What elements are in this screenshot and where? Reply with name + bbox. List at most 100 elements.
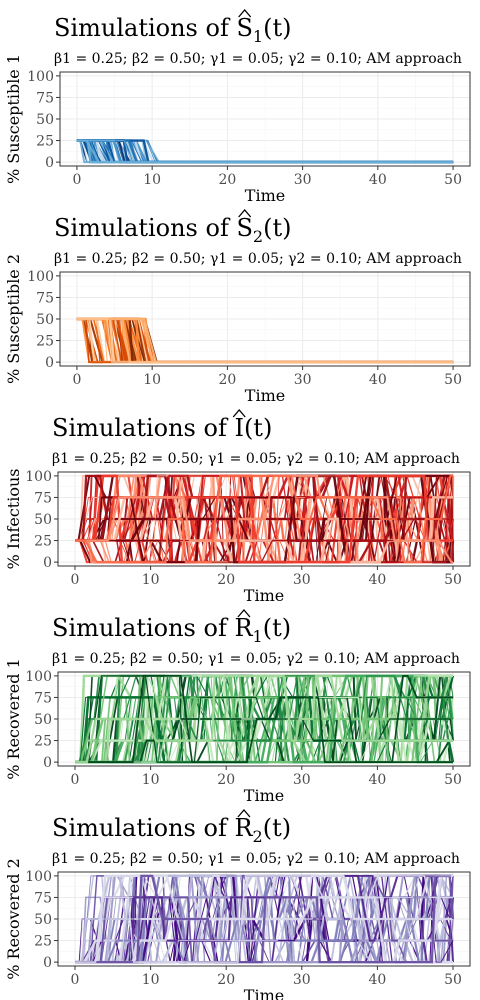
- title-prefix: Simulations of: [54, 14, 236, 42]
- title-suffix: (t): [263, 814, 291, 842]
- series-lines: [75, 874, 455, 964]
- chart-title: Simulations of R2(t): [52, 814, 291, 846]
- y-tick-label: 0: [43, 955, 52, 971]
- title-prefix: Simulations of: [52, 814, 234, 842]
- x-tick-label: 20: [217, 972, 235, 988]
- x-tick-label: 50: [444, 372, 462, 388]
- x-tick-label: 10: [143, 372, 161, 388]
- simulation-path: [75, 674, 453, 764]
- series-lines: [76, 317, 454, 364]
- simulation-path: [75, 874, 453, 964]
- x-tick-label: 40: [368, 972, 386, 988]
- x-tick-label: 30: [293, 972, 311, 988]
- title-hat-mark: [238, 9, 252, 18]
- y-tick-label: 25: [34, 534, 52, 550]
- y-tick-label: 50: [34, 712, 52, 728]
- y-tick-label: 100: [25, 469, 52, 485]
- chart-title: Simulations of S2(t): [54, 214, 291, 246]
- x-axis-label: Time: [245, 186, 285, 205]
- x-tick-label: 30: [294, 372, 312, 388]
- simulation-path: [75, 675, 453, 763]
- y-tick-label: 100: [25, 869, 52, 885]
- y-tick-label: 100: [27, 69, 54, 85]
- y-tick-label: 100: [25, 669, 52, 685]
- x-tick-label: 10: [142, 772, 160, 788]
- x-tick-label: 10: [143, 172, 161, 188]
- chart-title: Simulations of R1(t): [52, 614, 291, 646]
- x-tick-label: 40: [369, 172, 387, 188]
- title-subscript: 1: [253, 627, 263, 646]
- title-hat-mark: [237, 609, 251, 618]
- x-axis-label: Time: [244, 586, 284, 605]
- simulation-path: [75, 874, 453, 964]
- simulation-path: [75, 675, 453, 763]
- x-tick-label: 40: [368, 772, 386, 788]
- x-tick-label: 20: [217, 772, 235, 788]
- y-tick-label: 0: [45, 355, 54, 371]
- title-suffix: (t): [244, 414, 272, 442]
- y-tick-label: 0: [45, 155, 54, 171]
- x-tick-label: 0: [72, 372, 81, 388]
- y-tick-label: 75: [34, 690, 52, 706]
- x-axis-label: Time: [244, 786, 284, 805]
- simulation-path: [76, 140, 454, 163]
- x-tick-label: 20: [217, 572, 235, 588]
- y-tick-label: 25: [36, 334, 54, 350]
- simulation-path: [75, 874, 455, 964]
- chart-panel-5: Simulations of R2(t) β1 = 0.25; β2 = 0.50…: [4, 809, 471, 1000]
- chart-subtitle: β1 = 0.25; β2 = 0.50; γ1 = 0.05; γ2 = 0.…: [52, 851, 460, 867]
- y-axis-label: % Infectious: [4, 469, 23, 570]
- x-tick-label: 0: [71, 972, 80, 988]
- y-tick-label: 100: [27, 269, 54, 285]
- simulation-path: [75, 875, 453, 963]
- chart-title: Simulations of S1(t): [54, 14, 291, 46]
- x-tick-label: 50: [444, 772, 462, 788]
- y-tick-label: 75: [36, 290, 54, 306]
- chart-panel-3: Simulations of I(t) β1 = 0.25; β2 = 0.50;…: [4, 409, 471, 605]
- chart-subtitle: β1 = 0.25; β2 = 0.50; γ1 = 0.05; γ2 = 0.…: [52, 651, 460, 667]
- y-tick-label: 50: [34, 912, 52, 928]
- series-lines: [75, 674, 455, 764]
- simulation-path: [75, 474, 453, 564]
- title-hat-mark: [237, 809, 251, 818]
- simulation-path: [75, 474, 453, 564]
- x-tick-label: 50: [444, 572, 462, 588]
- simulation-path: [75, 496, 453, 564]
- title-variable: S: [236, 214, 252, 242]
- title-variable: R: [234, 814, 253, 842]
- simulation-path: [75, 875, 453, 963]
- y-tick-label: 25: [36, 134, 54, 150]
- x-tick-label: 50: [444, 172, 462, 188]
- title-suffix: (t): [263, 614, 291, 642]
- x-tick-label: 30: [293, 772, 311, 788]
- x-tick-label: 20: [218, 172, 236, 188]
- y-tick-label: 25: [34, 934, 52, 950]
- simulation-path: [76, 318, 454, 363]
- y-tick-label: 25: [34, 734, 52, 750]
- simulation-path: [75, 874, 453, 964]
- series-lines: [76, 139, 454, 164]
- simulation-path: [75, 875, 453, 963]
- y-tick-label: 50: [34, 512, 52, 528]
- x-tick-label: 0: [72, 172, 81, 188]
- x-tick-label: 40: [369, 372, 387, 388]
- title-prefix: Simulations of: [54, 214, 236, 242]
- simulation-path: [75, 874, 453, 964]
- x-tick-label: 20: [218, 372, 236, 388]
- y-tick-label: 75: [36, 90, 54, 106]
- title-subscript: 2: [253, 227, 263, 246]
- x-tick-label: 0: [71, 772, 80, 788]
- title-variable: I: [234, 414, 243, 442]
- y-axis-label: % Susceptible 2: [4, 254, 23, 384]
- chart-subtitle: β1 = 0.25; β2 = 0.50; γ1 = 0.05; γ2 = 0.…: [54, 251, 462, 267]
- y-axis-label: % Recovered 1: [4, 658, 23, 780]
- title-hat-mark: [238, 209, 252, 218]
- simulation-path: [75, 675, 454, 763]
- chart-panel-1: Simulations of S1(t) β1 = 0.25; β2 = 0.50…: [4, 9, 471, 205]
- x-tick-label: 10: [142, 972, 160, 988]
- chart-subtitle: β1 = 0.25; β2 = 0.50; γ1 = 0.05; γ2 = 0.…: [52, 451, 460, 467]
- x-axis-label: Time: [244, 986, 284, 1000]
- y-tick-label: 0: [43, 555, 52, 571]
- title-subscript: 1: [253, 27, 263, 46]
